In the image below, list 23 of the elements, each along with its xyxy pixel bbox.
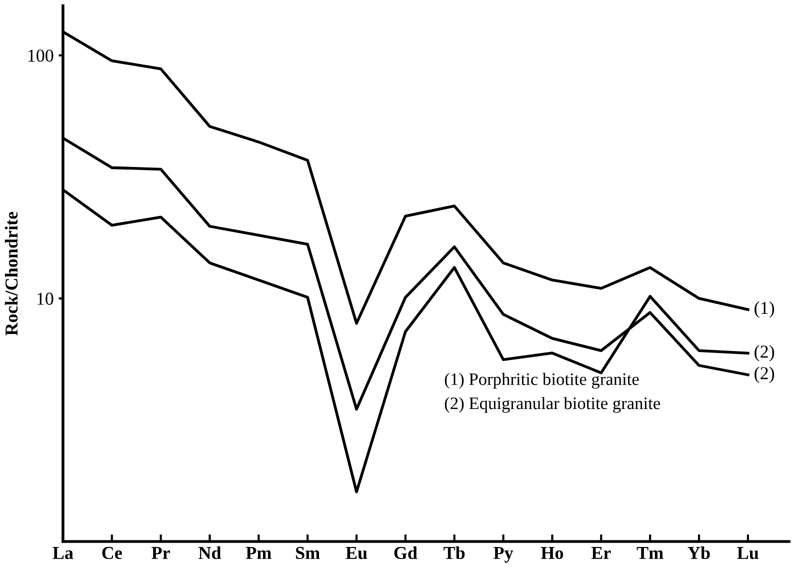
x-tick-label: Lu (737, 547, 758, 560)
annotation: (2) Equigranular biotite granite (444, 396, 660, 413)
series-label: (2) (754, 366, 774, 383)
x-tick-label: Pm (246, 547, 272, 559)
series-label: (1) (754, 301, 774, 318)
annotation: (1) Porphritic biotite granite (444, 372, 639, 389)
x-tick-label: Nd (198, 546, 222, 560)
x-tick-label: La (52, 547, 74, 560)
y-tick-label: 10 (37, 292, 54, 305)
x-tick-label: Yb (688, 546, 710, 560)
x-tick-label: Ce (102, 546, 122, 560)
y-tick-label: 100 (28, 50, 54, 62)
x-tick-label: Ho (541, 547, 564, 560)
x-tick-label: Sm (296, 546, 320, 560)
x-tick-label: Tm (636, 547, 664, 559)
x-tick-label: Pr (152, 547, 170, 559)
series-label: (2) (754, 345, 774, 362)
x-tick-label: Py (494, 547, 514, 563)
y-axis-title: Rock/Chondrite (4, 212, 18, 336)
x-tick-label: Er (591, 547, 611, 559)
x-tick-label: Tb (444, 546, 465, 560)
x-tick-label: Gd (394, 546, 418, 560)
x-tick-label: Eu (346, 547, 368, 560)
